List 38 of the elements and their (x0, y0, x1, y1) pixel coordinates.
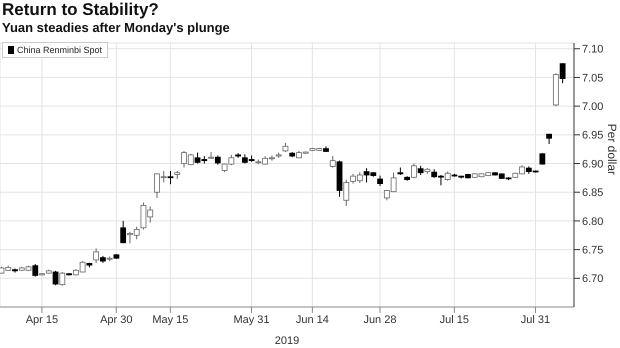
y-tick-label: 7.10 (582, 44, 604, 56)
y-tick-label: 6.70 (582, 273, 604, 286)
y-axis-title: Per dollar (604, 124, 619, 175)
candlestick (120, 220, 126, 244)
x-tick-label: Jun 14 (296, 314, 329, 326)
y-tick-label: 7.00 (582, 101, 604, 114)
candlestick (93, 248, 100, 264)
x-tick-label: May 15 (152, 314, 188, 326)
candlestick (59, 271, 66, 286)
candlestick (418, 165, 424, 176)
y-tick-label: 6.80 (582, 216, 604, 228)
candlestick (168, 170, 174, 185)
candlestick (444, 171, 451, 182)
x-tick-label: Apr 30 (100, 314, 132, 326)
y-tick-label: 6.90 (582, 158, 604, 170)
chart-title: Return to Stability? (2, 0, 159, 20)
candlestick (214, 154, 221, 166)
y-tick-label: 7.05 (582, 72, 604, 84)
candlestick (32, 263, 38, 278)
candlestick (560, 62, 566, 84)
x-axis-title: 2019 (274, 335, 300, 347)
x-tick-label: Jul 15 (440, 314, 470, 326)
x-tick-label: Jul 31 (520, 314, 550, 326)
x-tick-label: Jun 28 (363, 314, 396, 326)
y-tick-label: 6.95 (582, 130, 604, 142)
x-tick-label: May 31 (233, 314, 270, 326)
candlestick (282, 142, 288, 153)
candlestick (343, 179, 350, 206)
candlestick (330, 156, 336, 168)
candlestick (410, 163, 417, 178)
candlestick (377, 175, 383, 186)
chart-subtitle: Yuan steadies after Monday's plunge (2, 20, 230, 35)
x-tick-label: Apr 15 (26, 314, 58, 326)
y-tick-label: 6.75 (582, 244, 604, 257)
y-tick-label: 6.85 (582, 187, 604, 200)
legend-label: China Renminbi Spot (17, 45, 102, 55)
candlestick (546, 133, 552, 145)
candlestick (52, 270, 58, 286)
